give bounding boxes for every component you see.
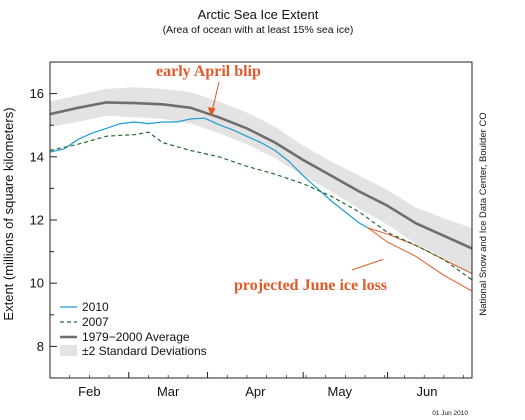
y-tick-label: 10 <box>30 276 44 291</box>
date-stamp: 01 Jun 2010 <box>432 410 468 417</box>
credit-text: National Snow and Ice Data Center, Bould… <box>478 112 489 315</box>
y-tick-label: 12 <box>30 213 44 228</box>
series-2007-line <box>49 131 473 281</box>
legend-band-label: ±2 Standard Deviations <box>82 344 207 358</box>
chart-subtitle: (Area of ocean with at least 15% sea ice… <box>163 24 354 36</box>
annotation-april-arrowhead <box>207 107 216 117</box>
annotation-april-blip: early April blip <box>156 63 261 80</box>
y-axis-label: Extent (millions of square kilometers) <box>1 107 16 320</box>
legend-average-label: 1979−2000 Average <box>82 330 190 344</box>
y-tick-label: 8 <box>37 339 44 354</box>
annotation-april-arrow <box>212 81 220 110</box>
band-layer <box>50 87 472 274</box>
average-line <box>49 101 473 250</box>
annotation-june-pointer <box>351 258 384 271</box>
x-tick-label: Feb <box>78 384 100 399</box>
annotation-layer: early April blip projected June ice loss <box>156 63 387 294</box>
x-tick-label: May <box>327 384 352 399</box>
x-tick-label: Apr <box>245 384 266 399</box>
x-axis: Feb Mar Apr May Jun <box>49 372 473 399</box>
y-tick-label: 16 <box>30 86 44 101</box>
series-layer <box>49 101 473 281</box>
projection-lower-line <box>367 227 473 292</box>
legend-band-swatch <box>60 345 77 356</box>
y-axis: 8 10 12 14 16 <box>30 61 57 379</box>
std-dev-band <box>50 87 472 274</box>
legend-2007-label: 2007 <box>82 315 109 329</box>
chart-title: Arctic Sea Ice Extent <box>198 7 319 22</box>
annotation-june-loss: projected June ice loss <box>234 277 387 294</box>
legend-2010-label: 2010 <box>82 300 109 314</box>
x-tick-label: Mar <box>157 384 180 399</box>
x-tick-label: Jun <box>417 384 438 399</box>
y-tick-label: 14 <box>30 149 44 164</box>
